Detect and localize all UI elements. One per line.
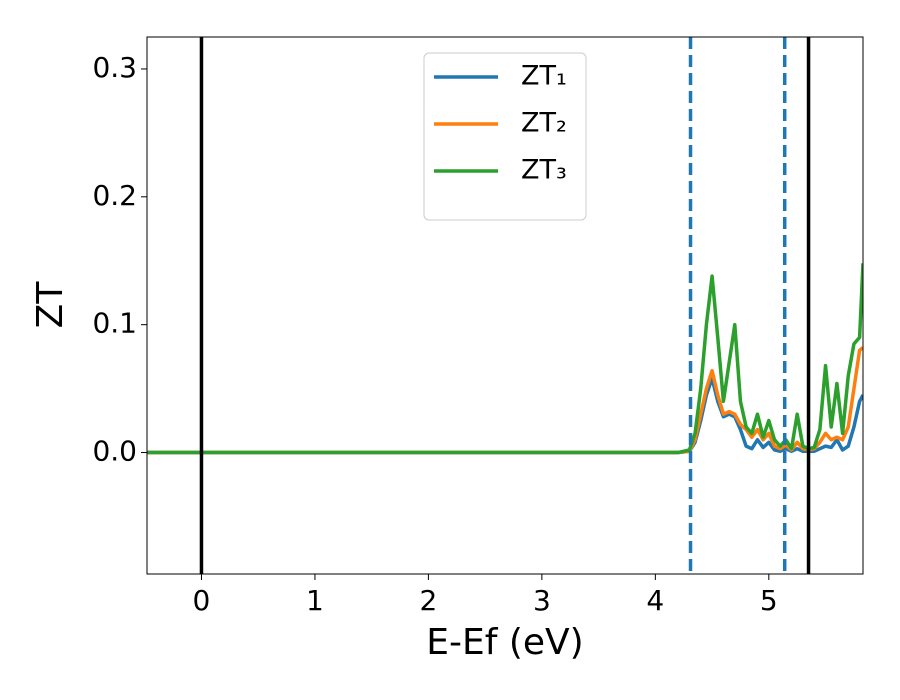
y-tick-label: 0.0 <box>92 435 137 468</box>
x-tick-label: 3 <box>533 584 551 617</box>
y-tick-label: 0.1 <box>92 307 137 340</box>
y-tick-label: 0.3 <box>92 51 137 84</box>
series-line <box>147 346 863 455</box>
plot-area <box>147 37 863 574</box>
x-tick-label: 2 <box>419 584 437 617</box>
y-axis-label: ZT <box>30 281 71 329</box>
x-axis-label: E-Ef (eV) <box>426 622 583 663</box>
legend-box <box>423 52 587 221</box>
legend-label: ZT₂ <box>521 108 567 139</box>
x-tick-label: 5 <box>760 584 778 617</box>
x-tick-label: 4 <box>646 584 664 617</box>
series-line <box>147 376 863 455</box>
axes-frame <box>146 36 864 575</box>
series-line <box>147 263 863 455</box>
x-tick-label: 0 <box>193 584 211 617</box>
y-tick-label: 0.2 <box>92 179 137 212</box>
x-tick-label: 1 <box>306 584 324 617</box>
legend-label: ZT₃ <box>521 155 567 186</box>
legend-label: ZT₁ <box>521 61 567 92</box>
